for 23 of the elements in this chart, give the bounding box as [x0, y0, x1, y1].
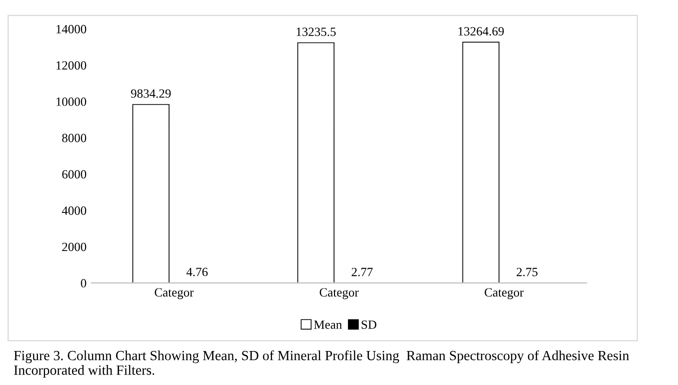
bar: [462, 42, 500, 283]
x-tick-label: Categor: [154, 288, 194, 300]
legend-label: Mean: [314, 320, 342, 329]
y-tick-label: 6000: [62, 170, 86, 179]
y-tick-label: 0: [80, 279, 86, 288]
y-tick-label: 2000: [62, 242, 86, 252]
y-tick-label: 8000: [62, 134, 86, 142]
y-tick-label: 14000: [56, 24, 86, 34]
data-label: 13235.5: [296, 28, 336, 36]
y-tick-label: 12000: [56, 61, 86, 70]
caption: Figure 3. Column Chart Showing Mean, SD of Mineral Profile Using Raman Spectroscopy of Adhesive Resin Incorporated with Filters.: [14, 350, 630, 378]
bar: [297, 42, 334, 283]
x-tick-label: Categor: [484, 288, 524, 300]
data-label: 2.77: [352, 268, 373, 276]
data-label: 4.76: [186, 268, 208, 276]
data-label: 13264.69: [458, 27, 504, 36]
x-tick-label: Categor: [320, 288, 359, 300]
y-tick-label: 10000: [56, 98, 86, 106]
data-label: 2.75: [516, 268, 538, 276]
bar: [132, 104, 170, 283]
legend-label: SD: [362, 320, 376, 329]
y-tick-label: 4000: [62, 206, 86, 215]
data-label: 9834.29: [131, 89, 171, 98]
